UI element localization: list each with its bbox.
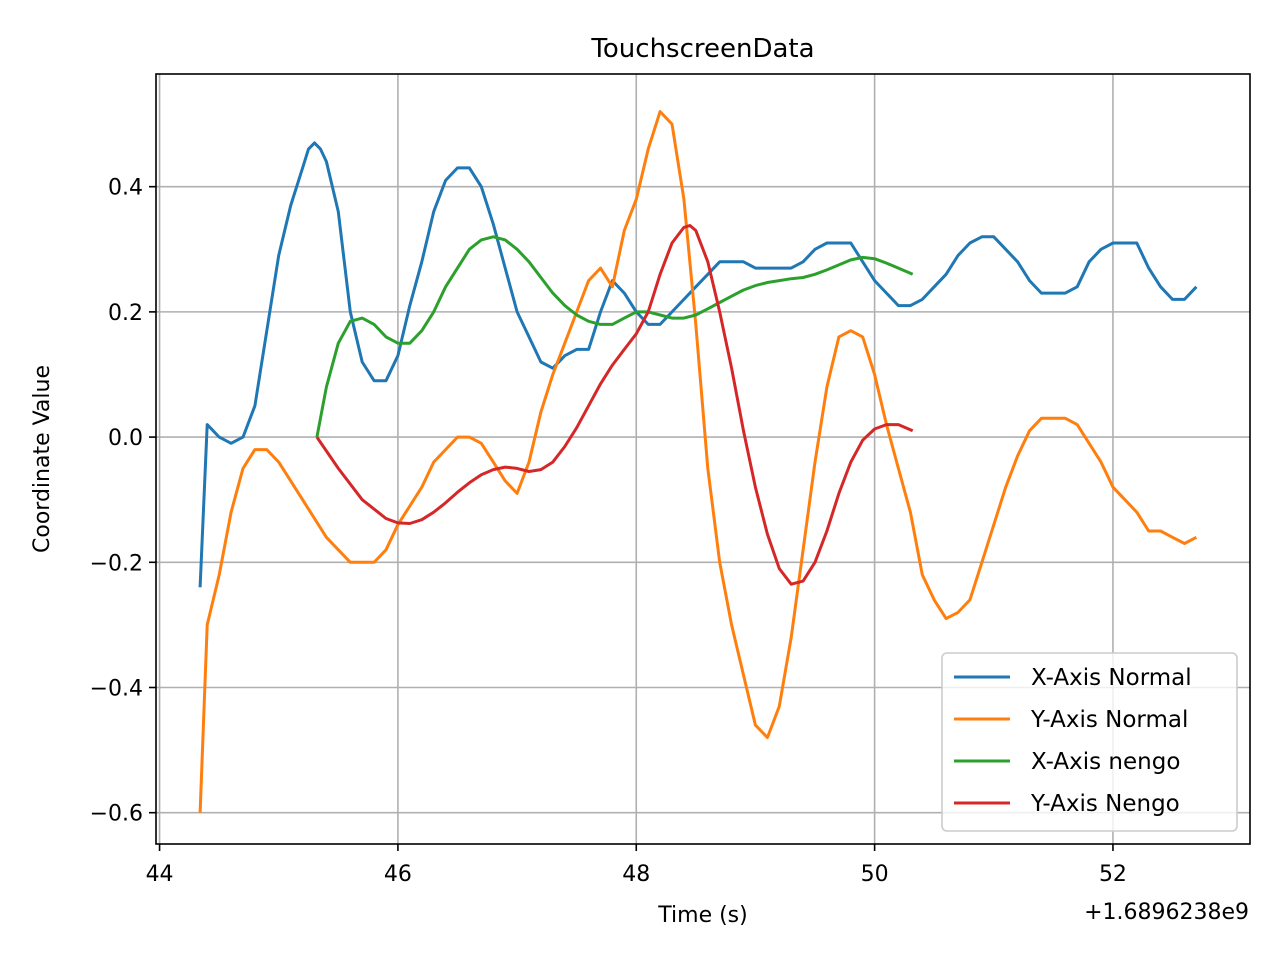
chart-title: TouchscreenData: [590, 34, 814, 64]
x-axis-offset: +1.6896238e9: [1084, 900, 1249, 925]
plot-frame: [155, 73, 1251, 845]
y-axis-ticks: −0.6 −0.4 −0.2 0.0 0.2 0.4: [90, 176, 156, 827]
legend-label-x-axis-normal: X-Axis Normal: [1031, 665, 1192, 691]
legend-label-y-axis-normal: Y-Axis Normal: [1030, 707, 1188, 733]
series-lines: [198, 110, 1198, 813]
y-tick-label: 0.2: [108, 301, 143, 326]
y-tick-label: −0.2: [90, 551, 143, 576]
x-axis-label: Time (s): [657, 903, 747, 928]
x-tick-label: 48: [622, 862, 650, 887]
series-line-y-axis-normal: [198, 110, 1198, 813]
x-axis-ticks: 44 46 48 50 52: [146, 844, 1127, 887]
series-line-x-axis-normal: [198, 141, 1198, 588]
x-tick-label: 46: [384, 862, 412, 887]
legend-box: [941, 652, 1238, 832]
y-tick-label: 0.0: [108, 426, 143, 451]
y-tick-label: −0.6: [90, 802, 143, 827]
x-tick-label: 50: [861, 862, 889, 887]
series-line-y-axis-nengo: [315, 224, 914, 586]
y-axis-label: Coordinate Value: [30, 365, 55, 553]
x-tick-label: 44: [146, 862, 174, 887]
y-tick-label: −0.4: [90, 676, 143, 701]
y-tick-label: 0.4: [108, 176, 143, 201]
series-line-x-axis-nengo: [315, 235, 914, 438]
legend-label-y-axis-nengo: Y-Axis Nengo: [1030, 791, 1180, 817]
legend-label-x-axis-nengo: X-Axis nengo: [1031, 749, 1180, 775]
x-tick-label: 52: [1099, 862, 1127, 887]
legend: X-Axis Normal Y-Axis Normal X-Axis nengo Y-…: [941, 652, 1238, 832]
